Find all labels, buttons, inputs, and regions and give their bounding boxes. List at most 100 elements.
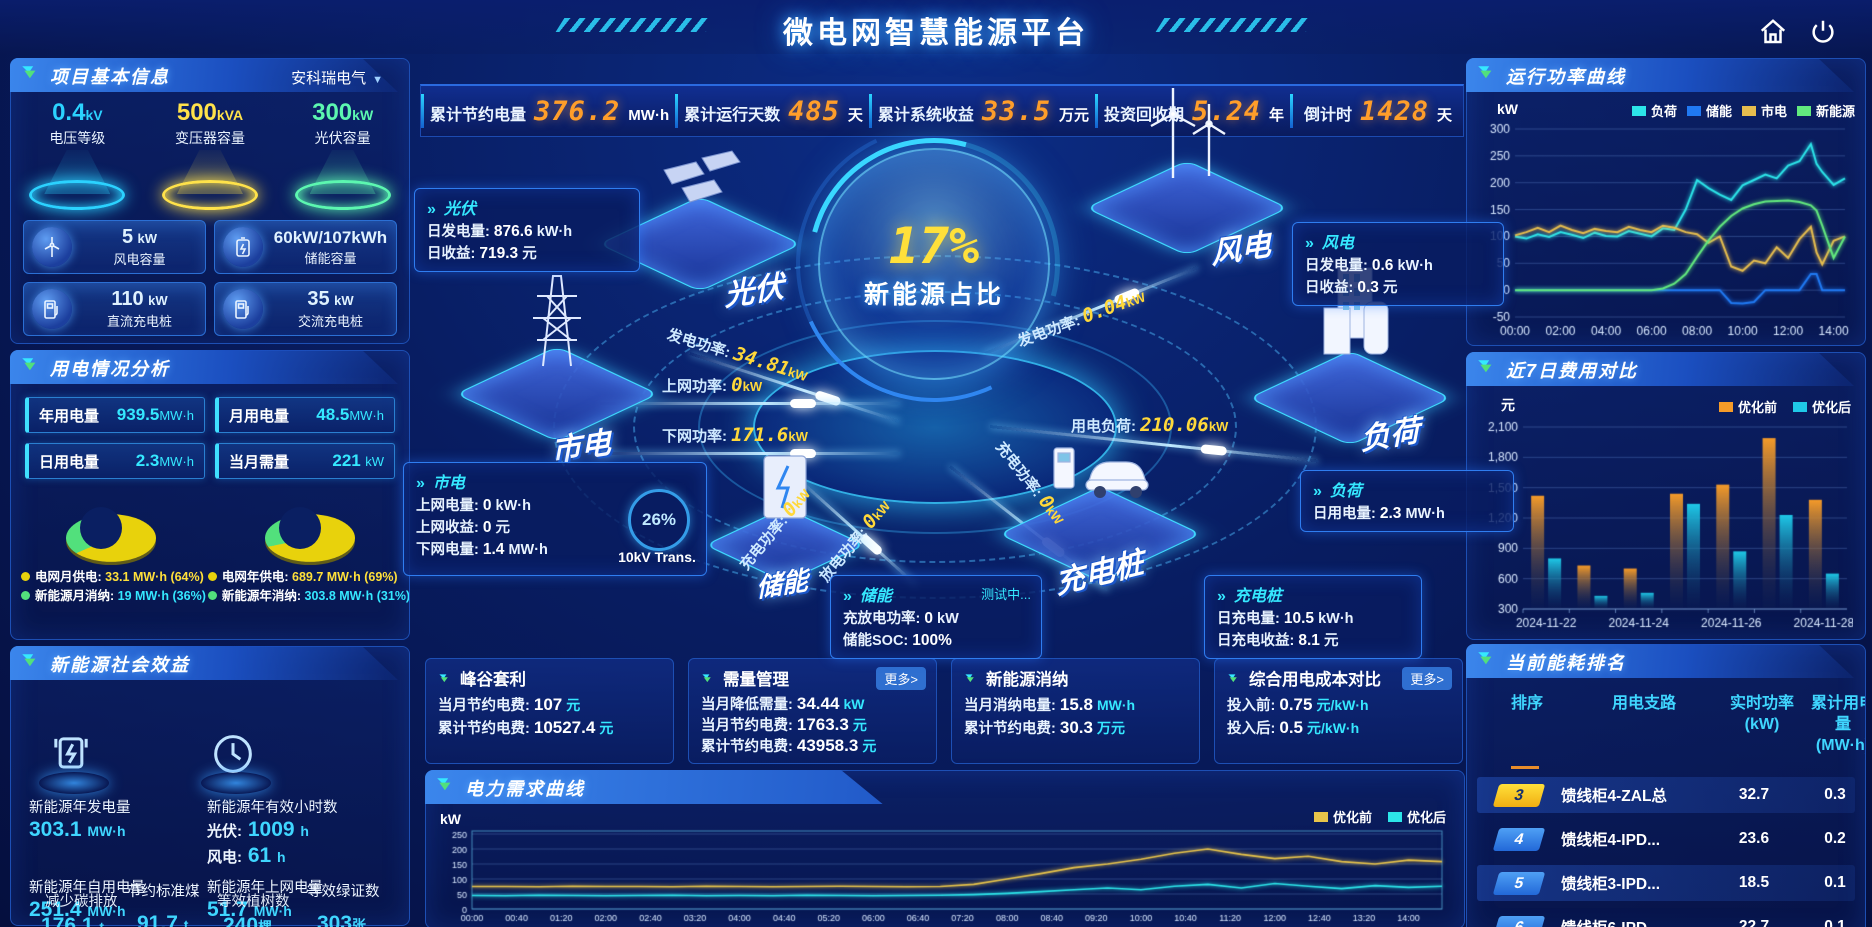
- rank-badge: 6: [1492, 915, 1546, 927]
- header-deco-left: [555, 18, 715, 32]
- pedestal-pv-capacity: 300kW 光伏容量: [277, 99, 408, 210]
- cost-compare-chart: [1475, 419, 1853, 631]
- chevrons-icon: »: [843, 588, 852, 605]
- wind-turbine-icon: [32, 227, 72, 267]
- y-axis-unit: kW: [440, 811, 461, 827]
- new-energy-ratio-value: 17%: [888, 217, 980, 275]
- table-row[interactable]: 6 馈线柜6-IPD 22.7 0.1: [1477, 909, 1855, 927]
- hours-label: 新能源年有效小时数: [207, 800, 338, 816]
- panel-title: 近7日费用对比: [1506, 361, 1639, 381]
- panel-demand-curve: 电力需求曲线 kW 优化前 优化后: [425, 770, 1465, 927]
- card-corner-icon: [965, 674, 974, 683]
- co2-label: 减少碳排放: [45, 894, 118, 910]
- chevrons-icon: »: [1217, 588, 1226, 605]
- panel-corner-icon: [437, 778, 451, 791]
- certs-value: 303张: [317, 912, 367, 927]
- panel-header: 新能源社会效益: [10, 646, 398, 680]
- panel-title: 项目基本信息: [50, 67, 170, 87]
- month-donut-chart: [56, 493, 166, 563]
- co2-value: 176.1 t: [41, 914, 105, 927]
- new-energy-ratio-label: 新能源占比: [863, 281, 1004, 309]
- rank-badge: 5: [1492, 871, 1546, 895]
- panel-header: 运行功率曲线: [1466, 58, 1854, 92]
- panel-corner-icon: [1478, 360, 1492, 373]
- self-use-label: 新能源年自用电量: [29, 880, 145, 896]
- stat-day-usage: 日用电量 2.3MW·h: [25, 443, 205, 479]
- kpi-separator: [421, 94, 424, 128]
- card-corner-icon: [1228, 674, 1237, 683]
- power-tower-icon: [533, 275, 581, 367]
- kpi-countdown: 倒计时 1428 天: [1303, 95, 1453, 127]
- capacity-wind: 5 kW 风电容量: [23, 220, 206, 274]
- panel-header: 用电情况分析: [10, 350, 398, 384]
- card-demand-mgmt: 需量管理 更多> 当月降低需量: 34.44 kW 当月节约电费: 1763.3…: [688, 658, 937, 764]
- wind-info-box: » 风电 日发电量: 0.6 kW·h 日收益: 0.3 元: [1292, 222, 1504, 306]
- kpi-separator: [1290, 94, 1294, 128]
- power-icon[interactable]: [1808, 17, 1838, 47]
- kpi-system-income: 累计系统收益 33.5 万元: [877, 95, 1089, 127]
- table-row[interactable]: 5 馈线柜3-IPD... 18.5 0.1: [1477, 865, 1855, 901]
- kpi-separator: [675, 94, 679, 128]
- panel-header: 当前能耗排名: [1466, 644, 1854, 678]
- panel-corner-icon: [1478, 66, 1492, 79]
- certs-label: 等效绿证数: [307, 884, 380, 900]
- testing-badge: 测试中...: [981, 587, 1031, 602]
- stat-year-usage: 年用电量 939.5MW·h: [25, 397, 205, 433]
- flow-load-power: 用电负荷: 210.06kW: [1071, 414, 1229, 436]
- kpi-separator: [1094, 94, 1098, 128]
- cost-legend: 优化前 优化后: [1718, 397, 1851, 416]
- legend-new-month: 新能源月消纳: 19 MW·h (36%): [21, 588, 206, 605]
- legend-grid-month: 电网月供电: 33.1 MW·h (64%): [21, 569, 206, 586]
- solar-panels-icon: [663, 150, 741, 203]
- panel-header: 项目基本信息: [10, 58, 398, 92]
- coal-label: 节约标准煤: [127, 884, 200, 900]
- card-new-energy-consume: 新能源消纳 当月消纳电量: 15.8 MW·h 累计节约电费: 30.3 万元: [951, 658, 1200, 764]
- panel-social-benefit: 新能源社会效益 新能源年发电量 303.1 MW·h 新能源年有效小时数 光伏:…: [10, 646, 410, 927]
- panel-power-curve: 运行功率曲线 kW 负荷 储能 市电 新能源: [1466, 58, 1866, 346]
- power-legend: 负荷 储能 市电 新能源: [1631, 101, 1855, 120]
- trees-label: 等效植树数: [217, 894, 290, 910]
- node-pv: 光伏: [598, 150, 802, 316]
- card-corner-icon: [439, 674, 448, 683]
- panel-project-info: 项目基本信息 安科瑞电气 ▼ 0.4kV 电压等级 500kVA 变压器容量 30…: [10, 58, 410, 344]
- panel-energy-ranking: 当前能耗排名 排序 用电支路 实时功率(kW) 累计用电量(MW·h) 3 馈线…: [1466, 644, 1866, 927]
- hours-clock-icon: [201, 728, 271, 794]
- pv-hours-value: 光伏: 1009 h: [207, 818, 309, 841]
- node-load: 负荷: [1248, 267, 1452, 470]
- charger-info-box: » 充电桩 日充电量: 10.5 kW·h 日充电收益: 8.1 元: [1204, 575, 1422, 659]
- kpi-separator: [868, 94, 872, 128]
- chevrons-icon: »: [1313, 483, 1322, 500]
- card-cost-compare: 综合用电成本对比 更多> 投入前: 0.75 元/kW·h 投入后: 0.5 元…: [1214, 658, 1463, 764]
- panel-corner-icon: [22, 358, 36, 371]
- more-button[interactable]: 更多>: [876, 667, 926, 690]
- home-icon[interactable]: [1758, 17, 1788, 47]
- panel-cost-compare: 近7日费用对比 元 优化前 优化后: [1466, 352, 1866, 640]
- flow-grid-up: 上网功率: 0kW: [662, 374, 763, 396]
- transformer-gauge: 26%: [628, 489, 690, 551]
- company-select[interactable]: 安科瑞电气 ▼: [291, 70, 383, 87]
- rank-badge: 4: [1492, 827, 1546, 851]
- y-axis-unit: 元: [1501, 397, 1515, 413]
- ranking-header-row: 排序 用电支路 实时功率(kW) 累计用电量(MW·h): [1510, 695, 1865, 754]
- legend-new-year: 新能源年消纳: 303.8 MW·h (31%): [207, 588, 409, 605]
- battery-cabinet-icon: [763, 455, 807, 519]
- capacity-dc-charger: 110 kW 直流充电桩: [23, 282, 206, 336]
- node-grid: 市电: [455, 275, 659, 469]
- demand-legend: 优化前 优化后: [1313, 807, 1446, 826]
- chevrons-icon: »: [427, 201, 436, 218]
- load-info-box: » 负荷 日用电量: 2.3 MW·h: [1300, 470, 1514, 532]
- more-button[interactable]: 更多>: [1402, 667, 1452, 690]
- wind-hours-value: 风电: 61 h: [207, 844, 286, 867]
- trees-value: 240棵: [223, 914, 273, 927]
- generation-icon: [39, 728, 109, 794]
- panel-header: 电力需求曲线: [425, 770, 883, 804]
- table-row[interactable]: 3 馈线柜4-ZAL总 32.7 0.3: [1477, 777, 1855, 813]
- panel-title: 电力需求曲线: [465, 779, 585, 799]
- y-axis-unit: kW: [1497, 101, 1518, 117]
- grid-info-box: » 市电 上网电量: 0 kW·h 上网收益: 0 元 下网电量: 1.4 MW·…: [403, 462, 707, 576]
- flow-line-grid-up: [600, 399, 900, 408]
- ev-charger-icon: [1053, 447, 1149, 498]
- kpi-bar: 累计节约电量 376.2 MW·h 累计运行天数 485 天 累计系统收益 33.5 万元 …: [420, 84, 1464, 137]
- table-row[interactable]: 4 馈线柜4-IPD... 23.6 0.2: [1477, 821, 1855, 857]
